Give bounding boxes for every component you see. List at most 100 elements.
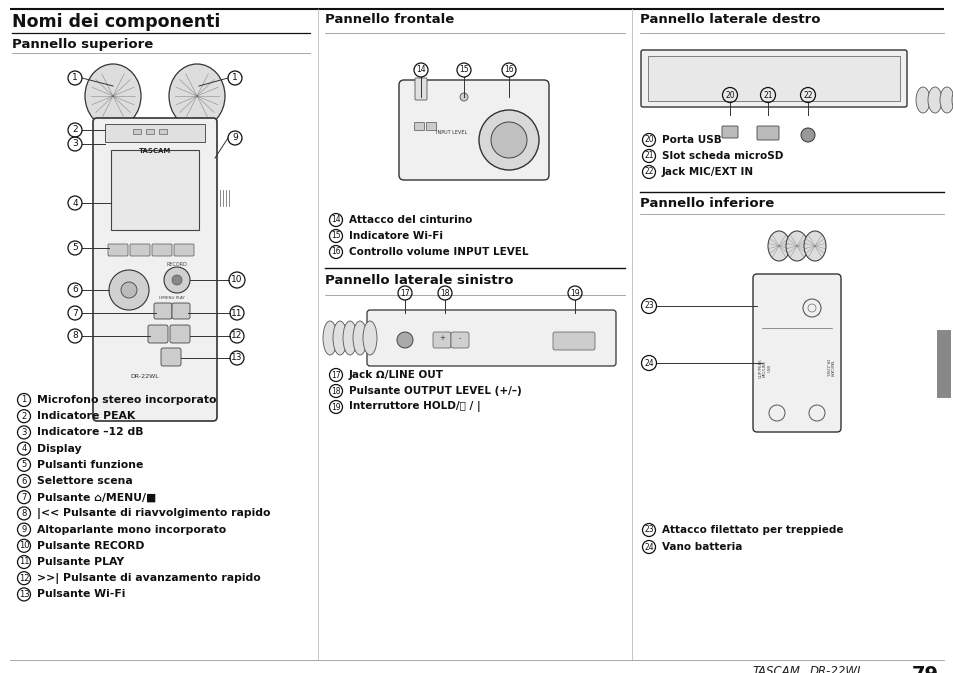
Text: -: - xyxy=(458,335,460,341)
Circle shape xyxy=(109,270,149,310)
Text: 5: 5 xyxy=(72,244,78,252)
Text: 20: 20 xyxy=(643,135,653,145)
Text: 9: 9 xyxy=(21,525,27,534)
Text: 12: 12 xyxy=(19,573,30,583)
FancyBboxPatch shape xyxy=(752,274,841,432)
FancyBboxPatch shape xyxy=(130,244,150,256)
Circle shape xyxy=(121,282,137,298)
Circle shape xyxy=(459,93,468,101)
Text: DR-22WL: DR-22WL xyxy=(809,665,863,673)
FancyBboxPatch shape xyxy=(936,330,950,398)
FancyBboxPatch shape xyxy=(433,332,451,348)
FancyBboxPatch shape xyxy=(451,332,469,348)
FancyBboxPatch shape xyxy=(415,78,427,100)
Text: 24: 24 xyxy=(643,542,653,551)
Circle shape xyxy=(478,110,538,170)
Ellipse shape xyxy=(85,64,141,128)
Text: 19: 19 xyxy=(570,289,579,297)
Text: |<< Pulsante di riavvolgimento rapido: |<< Pulsante di riavvolgimento rapido xyxy=(37,508,271,519)
Text: Pulsante PLAY: Pulsante PLAY xyxy=(37,557,124,567)
Text: 7: 7 xyxy=(21,493,27,501)
Text: 19: 19 xyxy=(331,402,340,411)
Text: Jack Ω/LINE OUT: Jack Ω/LINE OUT xyxy=(349,370,443,380)
Text: Selettore scena: Selettore scena xyxy=(37,476,132,486)
FancyBboxPatch shape xyxy=(640,50,906,107)
Ellipse shape xyxy=(951,87,953,113)
Text: Controllo volume INPUT LEVEL: Controllo volume INPUT LEVEL xyxy=(349,247,528,257)
Text: 11: 11 xyxy=(19,557,30,567)
FancyBboxPatch shape xyxy=(108,244,128,256)
FancyBboxPatch shape xyxy=(152,244,172,256)
Text: 1: 1 xyxy=(72,73,78,83)
Text: Porta USB: Porta USB xyxy=(661,135,721,145)
Circle shape xyxy=(491,122,526,158)
Text: Pulsante Wi-Fi: Pulsante Wi-Fi xyxy=(37,590,125,600)
Text: 22: 22 xyxy=(643,168,653,176)
Text: 4: 4 xyxy=(21,444,27,453)
Ellipse shape xyxy=(915,87,929,113)
Circle shape xyxy=(396,332,413,348)
Text: Indicatore –12 dB: Indicatore –12 dB xyxy=(37,427,143,437)
Text: 16: 16 xyxy=(503,65,514,75)
Text: INPUT LEVEL: INPUT LEVEL xyxy=(436,131,467,135)
Text: 23: 23 xyxy=(643,302,653,310)
Text: Attacco filettato per treppiede: Attacco filettato per treppiede xyxy=(661,525,842,535)
Text: Pulsante ⌂/MENU/■: Pulsante ⌂/MENU/■ xyxy=(37,492,156,502)
FancyBboxPatch shape xyxy=(153,303,172,319)
Text: Pannello laterale destro: Pannello laterale destro xyxy=(639,13,820,26)
Ellipse shape xyxy=(939,87,953,113)
Text: 24: 24 xyxy=(643,359,653,367)
Text: 10: 10 xyxy=(19,541,30,551)
Text: Indicatore Wi-Fi: Indicatore Wi-Fi xyxy=(349,231,442,241)
Text: 17: 17 xyxy=(331,371,340,380)
Text: Microfono stereo incorporato: Microfono stereo incorporato xyxy=(37,395,216,405)
Text: 2: 2 xyxy=(72,125,78,135)
FancyBboxPatch shape xyxy=(170,325,190,343)
Text: 1: 1 xyxy=(232,73,237,83)
Text: H/MENU: H/MENU xyxy=(158,296,175,300)
Text: Pulsante OUTPUT LEVEL (+/–): Pulsante OUTPUT LEVEL (+/–) xyxy=(349,386,521,396)
Bar xyxy=(159,129,167,134)
Text: 4: 4 xyxy=(72,199,78,207)
Text: Indicatore PEAK: Indicatore PEAK xyxy=(37,411,135,421)
Text: 20: 20 xyxy=(724,90,734,100)
Text: RECORD: RECORD xyxy=(167,262,187,267)
Ellipse shape xyxy=(323,321,336,355)
FancyBboxPatch shape xyxy=(172,303,190,319)
Text: Pannello superiore: Pannello superiore xyxy=(12,38,153,51)
Ellipse shape xyxy=(333,321,347,355)
Text: Slot scheda microSD: Slot scheda microSD xyxy=(661,151,782,161)
Text: 23: 23 xyxy=(643,526,653,534)
Text: 13: 13 xyxy=(19,590,30,599)
Bar xyxy=(132,129,141,134)
Ellipse shape xyxy=(927,87,941,113)
Text: Vano batteria: Vano batteria xyxy=(661,542,741,552)
Bar xyxy=(146,129,153,134)
Text: 21: 21 xyxy=(762,90,772,100)
Text: Pulsanti funzione: Pulsanti funzione xyxy=(37,460,143,470)
Text: CLIP/PEAK
MIC/LINE
USB: CLIP/PEAK MIC/LINE USB xyxy=(758,358,771,378)
Text: Pulsante RECORD: Pulsante RECORD xyxy=(37,541,144,551)
Text: +: + xyxy=(438,335,444,341)
Text: Pannello frontale: Pannello frontale xyxy=(325,13,454,26)
Text: Display: Display xyxy=(37,444,82,454)
Text: Nomi dei componenti: Nomi dei componenti xyxy=(12,13,220,31)
Text: 16: 16 xyxy=(331,248,340,256)
Circle shape xyxy=(801,128,814,142)
Ellipse shape xyxy=(169,64,225,128)
FancyBboxPatch shape xyxy=(161,348,181,366)
Text: Jack MIC/EXT IN: Jack MIC/EXT IN xyxy=(661,167,753,177)
Text: 3: 3 xyxy=(21,428,27,437)
Text: 5: 5 xyxy=(21,460,27,469)
Text: 8: 8 xyxy=(72,332,78,341)
FancyBboxPatch shape xyxy=(721,126,738,138)
Text: Pannello laterale sinistro: Pannello laterale sinistro xyxy=(325,274,513,287)
Text: 9: 9 xyxy=(232,133,237,143)
Text: TASCAM: TASCAM xyxy=(139,148,171,154)
Ellipse shape xyxy=(767,231,789,261)
FancyBboxPatch shape xyxy=(367,310,616,366)
Ellipse shape xyxy=(363,321,376,355)
FancyBboxPatch shape xyxy=(757,126,779,140)
Text: 6: 6 xyxy=(21,476,27,485)
Text: 18: 18 xyxy=(331,386,340,396)
